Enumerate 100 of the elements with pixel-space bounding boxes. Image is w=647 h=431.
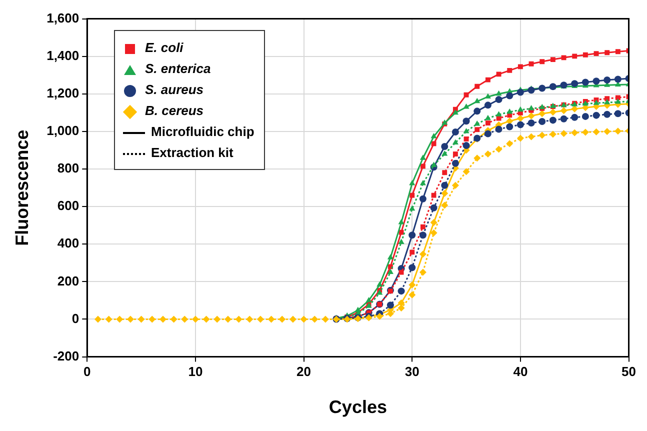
point [474,154,481,162]
point [398,270,404,275]
point [441,182,448,189]
point [464,92,469,98]
point [549,130,556,138]
point [549,116,556,124]
point [593,100,600,105]
point [408,264,416,272]
point [452,182,459,189]
point [105,316,112,323]
point [462,118,470,125]
point [485,77,490,82]
point [550,57,556,62]
point [322,316,329,323]
point [192,316,199,323]
point [571,105,578,112]
point [181,316,188,323]
point [614,110,622,118]
point [268,316,275,323]
point [138,316,145,323]
point [528,86,535,94]
point [506,123,514,130]
point [614,128,622,135]
point [463,104,470,109]
point [540,59,545,64]
point [495,126,502,133]
y-tick-label: -200 [53,348,80,364]
point [442,150,448,156]
point [311,316,318,323]
point [387,254,394,260]
point [516,88,524,96]
point [516,114,524,122]
point [398,299,405,306]
point [592,78,600,85]
point [484,150,492,158]
point [528,133,535,140]
point [496,111,502,116]
point [496,90,502,96]
point [496,116,502,121]
point [518,64,523,70]
point [592,128,600,136]
point [430,229,438,236]
point [420,164,426,169]
point [528,105,534,110]
point [430,204,438,212]
point [615,49,620,54]
point [516,121,524,128]
point [420,180,426,186]
point [410,192,415,198]
point [94,316,102,323]
point [442,170,448,176]
legend-label: E. coli [145,40,184,55]
point [452,139,458,144]
point [441,190,448,197]
point [538,118,546,126]
point [452,152,458,156]
point [538,132,546,139]
point [560,130,568,138]
annotation: Extraction kit [151,145,234,160]
x-tick-label: 40 [513,364,528,380]
x-tick-label: 10 [188,364,203,380]
point [170,316,178,323]
point [462,168,470,176]
point [420,224,426,230]
point [430,162,437,168]
point [474,98,480,104]
point [441,142,448,150]
point [398,219,404,224]
x-tick-label: 30 [404,364,420,380]
point [398,238,404,244]
point [528,120,535,127]
point [441,202,448,209]
x-tick-label: 20 [296,364,312,380]
point [604,99,610,104]
y-tick-label: 1,400 [46,48,80,63]
point [474,120,480,126]
point [126,316,134,323]
y-axis-title: Fluorescence [12,130,32,246]
point [604,96,610,102]
point [528,61,534,66]
point [398,288,405,295]
point [419,195,426,202]
point [614,76,622,83]
point [430,219,438,226]
point [604,50,610,56]
point [420,154,426,160]
point [256,316,264,323]
point [594,51,599,56]
point [495,146,502,153]
point [582,112,589,120]
x-axis-title: Cycles [328,397,387,418]
point [408,232,416,239]
point [485,120,490,126]
point [202,316,210,323]
point [507,68,512,73]
point [484,130,492,138]
point [528,112,535,120]
point [604,110,611,118]
point [159,316,166,323]
point [506,108,513,114]
